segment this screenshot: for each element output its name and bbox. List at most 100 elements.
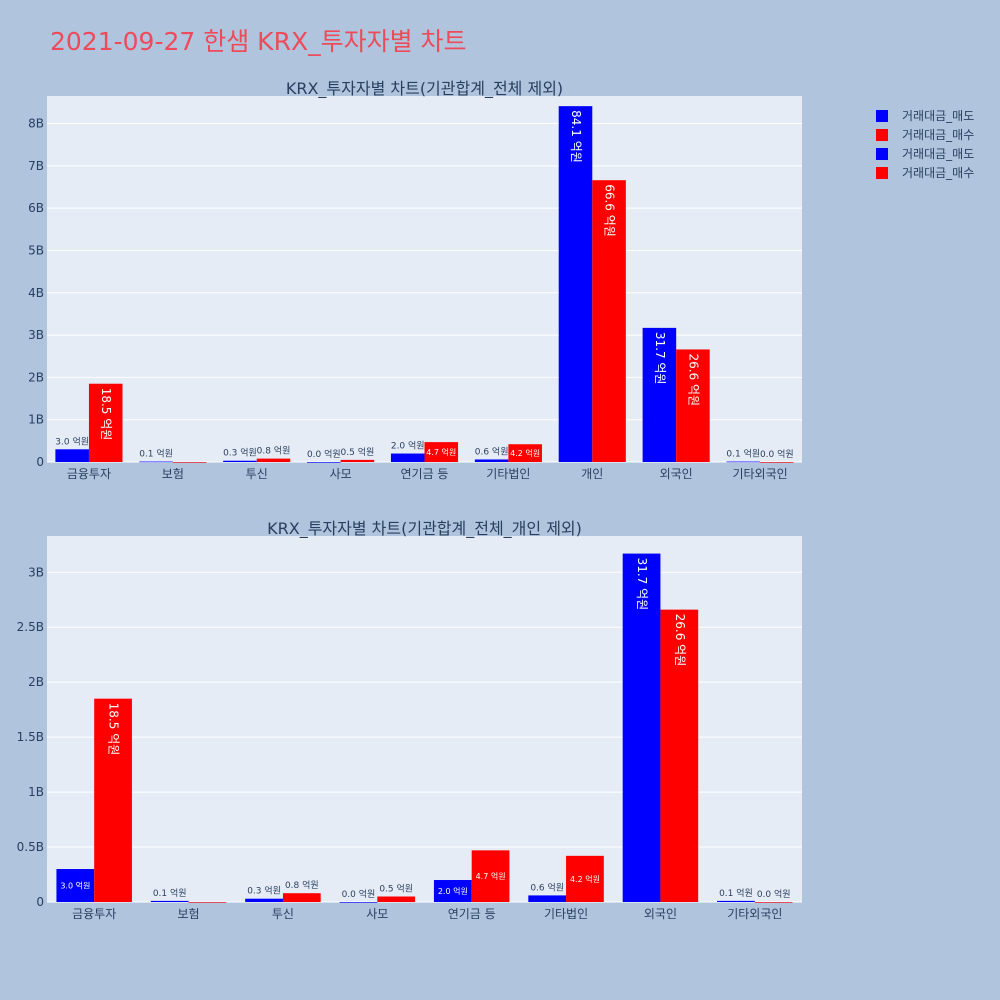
legend-item[interactable]: 거래대금_매수: [876, 163, 974, 182]
chart-title: KRX_투자자별 차트(기관합계_전체 제외): [286, 79, 563, 99]
data-label: 0.3 억원: [247, 885, 281, 897]
x-tick-label: 개인: [581, 467, 603, 481]
bar: [340, 459, 375, 462]
bar: [282, 893, 321, 902]
bar: [528, 895, 567, 902]
legend-label: 거래대금_매도: [902, 147, 975, 161]
data-label: 0.6 억원: [530, 881, 564, 893]
bar: [433, 880, 472, 902]
x-tick-label: 연기금 등: [448, 907, 496, 921]
data-label: 0.5 억원: [341, 446, 375, 458]
legend-item[interactable]: 거래대금_매도: [876, 144, 974, 163]
chart-title: KRX_투자자별 차트(기관합계_전체_개인 제외): [267, 519, 582, 539]
data-label: 26.6 억원: [673, 614, 687, 667]
bar: [754, 902, 793, 903]
bar: [760, 462, 794, 463]
bar: [188, 902, 227, 903]
data-label: 31.7 억원: [653, 332, 667, 385]
y-tick-label: 8B: [28, 117, 44, 131]
bar: [56, 869, 95, 902]
y-tick-label: 0: [36, 455, 44, 469]
x-tick-label: 외국인: [660, 467, 693, 481]
legend[interactable]: 거래대금_매도 거래대금_매수 거래대금_매도 거래대금_매수: [876, 106, 974, 182]
bar: [660, 609, 699, 902]
bar: [307, 462, 341, 463]
data-label: 0.1 억원: [719, 887, 753, 899]
x-tick-label: 기타외국인: [732, 467, 787, 481]
data-label: 0.0 억원: [307, 448, 341, 460]
data-label: 4.7 억원: [476, 871, 506, 881]
y-tick-label: 2B: [28, 675, 44, 689]
legend-swatch-icon: [876, 147, 888, 160]
bar: [471, 850, 510, 902]
bar: [642, 327, 677, 462]
bar: [566, 855, 604, 902]
bar: [223, 460, 257, 462]
x-tick-label: 보험: [162, 467, 184, 481]
y-tick-label: 1.5B: [17, 730, 44, 744]
y-tick-label: 1B: [28, 413, 44, 427]
data-label: 0.8 억원: [285, 879, 319, 891]
data-label: 0.0 억원: [342, 888, 376, 900]
bar: [377, 896, 416, 902]
y-tick-label: 2.5B: [17, 620, 44, 634]
data-label: 0.0 억원: [760, 448, 794, 460]
bar: [88, 383, 123, 462]
x-tick-label: 보험: [178, 907, 200, 921]
data-label: 0.5 억원: [379, 883, 413, 895]
data-label: 0.1 억원: [139, 448, 173, 460]
bar: [592, 180, 626, 462]
bar: [55, 449, 89, 462]
data-label: 18.5 억원: [107, 703, 121, 756]
y-tick-label: 0: [36, 895, 44, 909]
data-label: 0.8 억원: [257, 445, 291, 457]
y-tick-label: 1B: [28, 785, 44, 799]
x-tick-label: 투신: [246, 467, 268, 481]
bar: [474, 459, 509, 462]
data-label: 0.1 억원: [726, 448, 760, 460]
x-tick-label: 외국인: [644, 907, 677, 921]
x-tick-label: 사모: [330, 467, 352, 481]
data-label: 3.0 억원: [60, 881, 90, 891]
bar: [622, 553, 661, 902]
bar: [676, 349, 710, 462]
data-label: 2.0 억원: [438, 886, 468, 896]
data-label: 0.1 억원: [153, 887, 187, 899]
bar: [726, 461, 761, 463]
bar: [256, 458, 291, 462]
data-label: 0.0 억원: [757, 888, 791, 900]
data-label: 0.6 억원: [475, 445, 509, 457]
data-label: 26.6 억원: [686, 353, 700, 406]
data-label: 3.0 억원: [55, 435, 89, 447]
y-tick-label: 6B: [28, 201, 44, 215]
bar: [150, 900, 189, 902]
bar: [172, 462, 207, 463]
legend-item[interactable]: 거래대금_매도: [876, 106, 974, 125]
data-label: 84.1 억원: [569, 110, 583, 163]
y-tick-label: 0.5B: [17, 840, 44, 854]
legend-label: 거래대금_매도: [902, 109, 975, 123]
y-tick-label: 4B: [28, 286, 44, 300]
data-label: 66.6 억원: [603, 184, 617, 237]
bar: [139, 461, 173, 463]
x-tick-label: 연기금 등: [401, 467, 449, 481]
legend-swatch-icon: [876, 166, 888, 179]
bar: [424, 442, 459, 462]
legend-item[interactable]: 거래대금_매수: [876, 125, 974, 144]
x-tick-label: 금융투자: [67, 467, 111, 481]
legend-label: 거래대금_매수: [902, 128, 975, 142]
y-tick-label: 2B: [28, 370, 44, 384]
bar: [717, 900, 755, 902]
data-label: 18.5 억원: [99, 388, 113, 441]
bar: [508, 444, 542, 462]
data-label: 0.3 억원: [223, 447, 257, 459]
data-label: 31.7 억원: [635, 558, 649, 611]
x-tick-label: 기타법인: [544, 907, 588, 921]
y-tick-label: 3B: [28, 565, 44, 579]
x-tick-label: 기타외국인: [727, 907, 782, 921]
y-tick-label: 3B: [28, 328, 44, 342]
bar: [339, 902, 378, 903]
bar: [245, 898, 283, 902]
